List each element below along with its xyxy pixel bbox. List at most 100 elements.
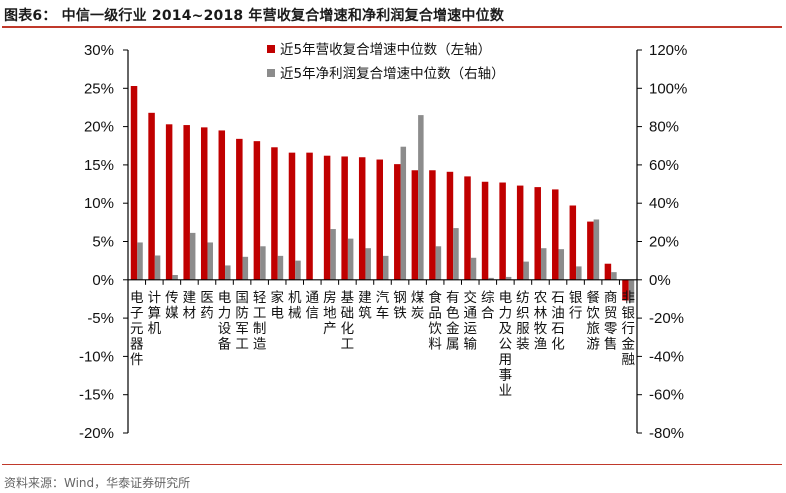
right-tick-label: 60% xyxy=(649,157,679,174)
bar-profit xyxy=(628,279,635,303)
bar-profit xyxy=(330,229,336,280)
bar-revenue xyxy=(622,279,629,301)
bar-profit xyxy=(295,260,301,280)
category-label: 装 xyxy=(516,336,530,352)
bar-profit xyxy=(347,238,354,280)
bar-profit xyxy=(383,255,389,280)
category-label: 服 xyxy=(516,321,530,337)
category-label: 铁 xyxy=(393,305,407,321)
bar-profit xyxy=(260,246,266,280)
category-label: 础 xyxy=(341,305,355,321)
bar-profit xyxy=(558,249,565,280)
bar-revenue xyxy=(516,185,524,280)
right-tick-label: 80% xyxy=(649,119,679,136)
category-label: 药 xyxy=(200,305,214,321)
category-label: 金 xyxy=(446,321,460,337)
left-tick-label: 5% xyxy=(92,234,114,251)
bar-revenue xyxy=(446,171,454,280)
category-label: 房 xyxy=(323,290,337,306)
legend-label-revenue: 近5年营收复合增速中位数（左轴） xyxy=(280,41,491,58)
source-note: 资料来源：Wind，华泰证券研究所 xyxy=(4,476,191,490)
bar-profit xyxy=(470,257,477,280)
category-label: 制 xyxy=(253,321,267,337)
category-label: 饮 xyxy=(586,305,600,321)
left-y-axis: 30% 25% 20% 15% 10% 5% 0% -5% -10% -15% -20% xyxy=(79,42,129,442)
bar-revenue xyxy=(236,138,243,280)
category-label: 建 xyxy=(183,290,197,306)
category-label: 炭 xyxy=(411,305,425,321)
bar-revenue xyxy=(253,141,261,280)
category-label: 钢 xyxy=(393,290,407,306)
bar-revenue xyxy=(323,155,331,280)
bar-revenue xyxy=(394,164,401,280)
category-label: 防 xyxy=(235,305,249,321)
category-label: 合 xyxy=(481,305,495,321)
category-label: 信 xyxy=(306,305,320,321)
title-divider xyxy=(2,26,782,28)
legend-swatch-profit xyxy=(267,69,275,77)
category-label: 计 xyxy=(148,290,162,306)
category-label: 煤 xyxy=(411,290,425,306)
category-label: 旅 xyxy=(586,321,600,337)
bar-revenue xyxy=(130,86,138,280)
category-label: 业 xyxy=(499,383,513,399)
category-label: 运 xyxy=(464,321,478,337)
category-label: 渔 xyxy=(534,336,548,352)
category-label: 化 xyxy=(341,321,355,337)
left-tick-label: 30% xyxy=(84,42,114,59)
bar-profit xyxy=(576,266,582,280)
bar-revenue xyxy=(429,170,436,280)
bar-revenue xyxy=(481,181,489,280)
bar-revenue xyxy=(411,170,419,280)
category-label: 售 xyxy=(604,336,618,352)
bar-profit xyxy=(154,255,161,280)
bar-profit xyxy=(453,228,459,280)
bar-revenue xyxy=(148,112,155,280)
category-label: 基 xyxy=(341,289,355,306)
category-label: 公 xyxy=(499,336,513,352)
category-label: 电 xyxy=(499,290,513,306)
bar-revenue xyxy=(604,263,612,280)
category-label: 石 xyxy=(551,290,565,306)
bar-revenue xyxy=(306,152,313,280)
category-label: 贸 xyxy=(604,305,618,321)
category-label: 子 xyxy=(130,305,144,321)
category-label: 汽 xyxy=(376,290,390,306)
category-label: 机 xyxy=(288,290,302,306)
right-tick-label: 120% xyxy=(649,42,687,59)
category-label: 电 xyxy=(218,290,232,306)
bar-profit xyxy=(523,261,529,280)
category-label: 器 xyxy=(130,336,144,352)
bar-profit xyxy=(435,246,442,280)
left-tick-label: -20% xyxy=(79,425,114,442)
bar-profit xyxy=(418,115,424,280)
bar-profit xyxy=(207,242,213,280)
category-label: 及 xyxy=(499,321,513,337)
category-label: 产 xyxy=(323,321,337,337)
right-tick-label: 20% xyxy=(649,234,679,251)
figure-header: 图表6： 中信一级行业 2014~2018 年营收复合增速和净利润复合增速中位数 xyxy=(0,0,786,30)
chart-legend: 近5年营收复合增速中位数（左轴） 近5年净利润复合增速中位数（右轴） xyxy=(267,41,505,82)
category-label: 金 xyxy=(621,336,635,352)
left-tick-label: 10% xyxy=(84,195,114,212)
left-tick-label: 25% xyxy=(84,80,114,97)
category-label: 料 xyxy=(428,336,442,352)
category-label: 电 xyxy=(130,290,144,306)
bar-revenue xyxy=(183,125,190,280)
category-label: 传 xyxy=(165,290,179,306)
right-tick-label: 100% xyxy=(649,80,687,97)
category-label: 行 xyxy=(621,321,635,337)
bar-profit xyxy=(540,248,547,280)
bar-profit xyxy=(277,255,284,280)
category-label: 力 xyxy=(218,305,232,321)
category-label: 建 xyxy=(358,290,372,306)
bar-profit xyxy=(172,275,178,280)
category-label: 石 xyxy=(551,321,565,337)
bar-series xyxy=(130,86,635,303)
category-label: 筑 xyxy=(358,305,372,321)
bar-profit xyxy=(488,277,494,280)
left-tick-label: 0% xyxy=(92,272,114,289)
bar-profit xyxy=(611,272,617,280)
right-tick-label: 40% xyxy=(649,195,679,212)
category-label: 林 xyxy=(534,305,548,321)
